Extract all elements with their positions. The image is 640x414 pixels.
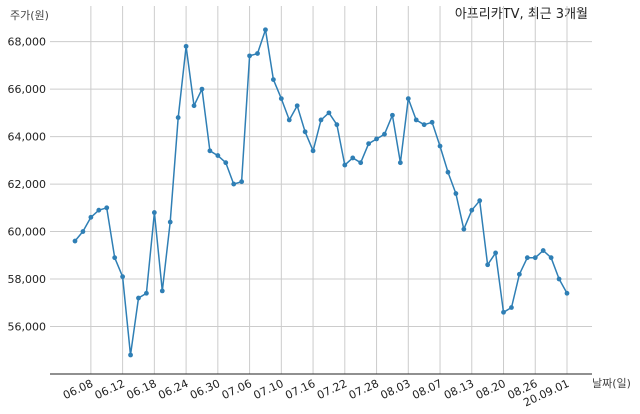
data-point: [374, 136, 379, 142]
y-tick-label: 64,000: [8, 131, 47, 144]
x-tick-label: 07.06: [220, 377, 254, 402]
data-point: [247, 53, 252, 59]
y-tick-label: 60,000: [8, 226, 47, 239]
x-tick-label: 08.13: [442, 377, 476, 402]
data-point: [366, 141, 372, 147]
x-tick-label: 06.30: [188, 377, 222, 402]
price-line: [74, 28, 568, 356]
data-point: [104, 205, 110, 211]
data-point: [509, 305, 514, 310]
data-point: [564, 290, 570, 296]
data-point: [255, 51, 260, 56]
x-tick-label: 06.12: [93, 377, 127, 402]
data-point: [485, 262, 491, 268]
data-point: [175, 115, 181, 120]
data-point: [532, 255, 538, 261]
data-point: [493, 250, 498, 256]
data-point: [80, 229, 86, 234]
data-point: [112, 255, 118, 261]
data-point: [429, 119, 435, 125]
data-point: [294, 103, 300, 109]
data-point: [334, 122, 340, 128]
y-tick-label: 68,000: [8, 36, 47, 49]
x-tick-label: 07.22: [315, 377, 349, 402]
data-point: [302, 129, 308, 135]
x-tick-label: 07.10: [252, 377, 286, 402]
data-point: [477, 198, 483, 204]
data-point: [318, 117, 324, 123]
data-point: [207, 148, 213, 154]
x-tick-label: 06.24: [156, 377, 190, 402]
data-point: [136, 295, 141, 301]
x-tick-label: 07.16: [283, 377, 317, 402]
data-point: [231, 181, 237, 187]
x-tick-label: 06.18: [125, 377, 159, 402]
data-point: [382, 131, 387, 137]
data-point: [223, 160, 229, 166]
x-tick-label: 08.07: [410, 377, 444, 402]
data-point: [445, 169, 451, 175]
y-tick-label: 58,000: [8, 273, 47, 286]
data-point: [215, 153, 221, 158]
data-point: [437, 143, 443, 149]
x-tick-label: 08.20: [474, 377, 508, 402]
data-point: [358, 160, 364, 166]
data-point: [397, 160, 403, 166]
data-point: [263, 27, 268, 33]
x-tick-label: 08.03: [379, 377, 413, 402]
data-point: [286, 117, 292, 123]
data-point: [342, 162, 348, 168]
y-axis-title: 주가(원): [10, 9, 49, 22]
x-tick-label: 06.08: [61, 377, 95, 402]
y-tick-label: 66,000: [8, 83, 47, 96]
data-point: [270, 77, 276, 82]
series-group: [72, 27, 570, 358]
data-point: [151, 210, 157, 215]
y-axis: 56,000 58,000 60,000 62,000 64,000 66,000 68,0…: [8, 36, 47, 334]
data-point: [469, 207, 475, 213]
x-axis-title: 날짜(일): [592, 376, 631, 390]
data-point: [350, 155, 356, 161]
data-point: [183, 43, 189, 49]
data-point: [199, 86, 205, 92]
data-point: [326, 110, 332, 116]
data-point: [540, 248, 546, 253]
data-point: [405, 96, 411, 101]
data-point: [461, 226, 467, 232]
y-tick-label: 62,000: [8, 178, 47, 191]
data-point: [159, 288, 165, 294]
data-point: [72, 238, 78, 244]
data-point: [310, 148, 316, 154]
chart-title: 아프리카TV, 최근 3개월: [455, 7, 588, 22]
data-point: [556, 276, 562, 282]
grid: [50, 6, 592, 374]
data-point: [453, 191, 459, 196]
data-point: [144, 290, 149, 296]
x-axis: 06.0806.1206.1806.2406.3007.0607.1007.16…: [61, 377, 571, 409]
data-point: [524, 255, 530, 261]
data-point: [128, 352, 133, 358]
x-tick-label: 07.28: [347, 377, 381, 402]
data-point: [516, 271, 522, 277]
data-point: [501, 309, 506, 315]
data-point: [120, 274, 126, 280]
data-point: [548, 255, 554, 261]
data-point: [390, 112, 395, 118]
data-point: [278, 96, 284, 101]
data-point: [167, 219, 173, 225]
y-tick-label: 56,000: [8, 321, 47, 334]
data-point: [96, 207, 102, 213]
data-point: [421, 122, 427, 128]
data-point: [191, 103, 197, 109]
data-point: [413, 117, 419, 123]
data-point: [239, 179, 245, 185]
data-point: [88, 214, 94, 220]
